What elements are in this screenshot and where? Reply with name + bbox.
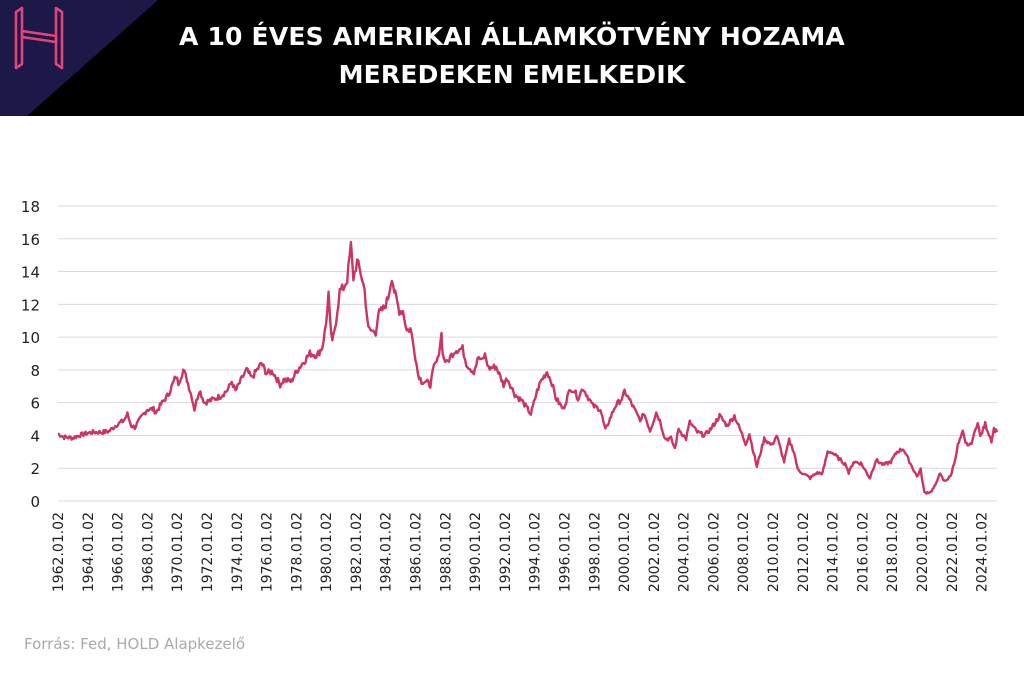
x-tick-label: 1966.01.02: [111, 512, 127, 592]
x-tick-label: 2012.01.02: [796, 512, 812, 592]
x-tick-label: 2018.01.02: [885, 512, 901, 592]
y-tick-label: 0: [30, 493, 40, 511]
x-tick-label: 2000.01.02: [617, 512, 633, 592]
x-tick-label: 1964.01.02: [81, 512, 97, 592]
y-tick-label: 10: [21, 329, 40, 347]
x-tick-label: 1980.01.02: [319, 512, 335, 592]
series-group: [57, 240, 999, 495]
y-tick-label: 4: [30, 427, 40, 445]
y-tick-label: 8: [30, 362, 40, 380]
x-tick-label: 2024.01.02: [975, 512, 991, 592]
header-banner: A 10 ÉVES AMERIKAI ÁLLAMKÖTVÉNY HOZAMA M…: [0, 0, 1024, 116]
x-tick-label: 1984.01.02: [379, 512, 395, 592]
y-tick-label: 12: [21, 296, 40, 314]
x-tick-label: 1978.01.02: [289, 512, 305, 592]
gridlines: [58, 205, 997, 502]
hold-logo-icon: [0, 0, 158, 116]
x-tick-label: 1968.01.02: [140, 512, 156, 592]
x-tick-label: 1986.01.02: [409, 512, 425, 592]
x-tick-label: 2016.01.02: [855, 512, 871, 592]
y-tick-label: 14: [21, 264, 40, 282]
y-tick-label: 18: [21, 198, 40, 216]
y-tick-label: 6: [30, 395, 40, 413]
series-line-0: [57, 240, 999, 495]
x-tick-label: 1998.01.02: [587, 512, 603, 592]
x-tick-label: 1982.01.02: [349, 512, 365, 592]
title-line-2: MEREDEKEN EMELKEDIK: [338, 60, 686, 89]
x-axis-ticks: 1962.01.02 1964.01.02 1966.01.02 1968.01.02…: [51, 512, 991, 592]
x-tick-label: 2008.01.02: [736, 512, 752, 592]
title-line-1: A 10 ÉVES AMERIKAI ÁLLAMKÖTVÉNY HOZAMA: [179, 22, 845, 51]
x-tick-label: 1962.01.02: [51, 512, 67, 592]
x-tick-label: 2006.01.02: [706, 512, 722, 592]
x-tick-label: 1974.01.02: [230, 512, 246, 592]
x-tick-label: 2014.01.02: [826, 512, 842, 592]
x-tick-label: 2022.01.02: [945, 512, 961, 592]
x-tick-label: 1976.01.02: [260, 512, 276, 592]
x-tick-label: 1992.01.02: [498, 512, 514, 592]
y-tick-label: 16: [21, 231, 40, 249]
x-tick-label: 2020.01.02: [915, 512, 931, 592]
x-tick-label: 1988.01.02: [438, 512, 454, 592]
x-tick-label: 1990.01.02: [468, 512, 484, 592]
y-axis-ticks: 0 2 4 6 8 10 12 14 16 18: [21, 198, 40, 511]
x-tick-label: 1972.01.02: [200, 512, 216, 592]
x-tick-label: 2004.01.02: [677, 512, 693, 592]
y-tick-label: 2: [30, 460, 40, 478]
x-tick-label: 1996.01.02: [557, 512, 573, 592]
x-tick-label: 1994.01.02: [528, 512, 544, 592]
x-tick-label: 1970.01.02: [170, 512, 186, 592]
source-note: Forrás: Fed, HOLD Alapkezelő: [24, 635, 245, 653]
chart-title: A 10 ÉVES AMERIKAI ÁLLAMKÖTVÉNY HOZAMA M…: [150, 18, 874, 94]
x-tick-label: 2002.01.02: [647, 512, 663, 592]
x-tick-label: 2010.01.02: [766, 512, 782, 592]
